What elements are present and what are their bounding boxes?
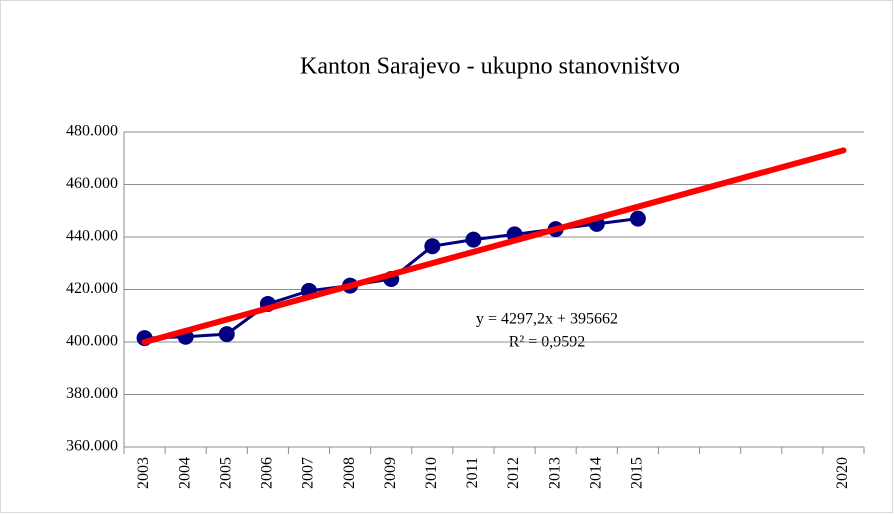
x-tick-label: 2011 xyxy=(464,457,481,488)
y-tick-label: 360.000 xyxy=(66,438,118,455)
y-tick-label: 380.000 xyxy=(66,385,118,402)
x-tick-label: 2004 xyxy=(176,457,193,489)
y-tick-label: 480.000 xyxy=(66,123,118,140)
y-tick-label: 460.000 xyxy=(66,175,118,192)
x-tick-label: 2005 xyxy=(217,457,234,489)
x-tick-label: 2015 xyxy=(629,457,646,489)
chart-title: Kanton Sarajevo - ukupno stanovništvo xyxy=(300,54,680,80)
y-tick-label: 440.000 xyxy=(66,228,118,245)
x-tick-label: 2013 xyxy=(546,457,563,489)
x-tick-label: 2010 xyxy=(423,457,440,489)
x-tick-label: 2020 xyxy=(834,457,851,489)
data-point xyxy=(218,326,235,343)
x-tick-label: 2007 xyxy=(300,457,317,489)
x-tick-label: 2006 xyxy=(259,457,276,489)
y-tick-label: 420.000 xyxy=(66,280,118,297)
trend-equation: y = 4297,2x + 395662 xyxy=(476,311,618,328)
x-tick-label: 2012 xyxy=(505,457,522,489)
data-point xyxy=(629,210,646,227)
x-tick-label: 2009 xyxy=(382,457,399,489)
trendline xyxy=(141,147,847,346)
x-tick-label: 2014 xyxy=(587,457,604,489)
data-point xyxy=(424,238,441,255)
x-tick-label: 2008 xyxy=(341,457,358,489)
data-point xyxy=(465,231,482,248)
y-tick-label: 400.000 xyxy=(66,333,118,350)
x-tick-label: 2003 xyxy=(135,457,152,489)
